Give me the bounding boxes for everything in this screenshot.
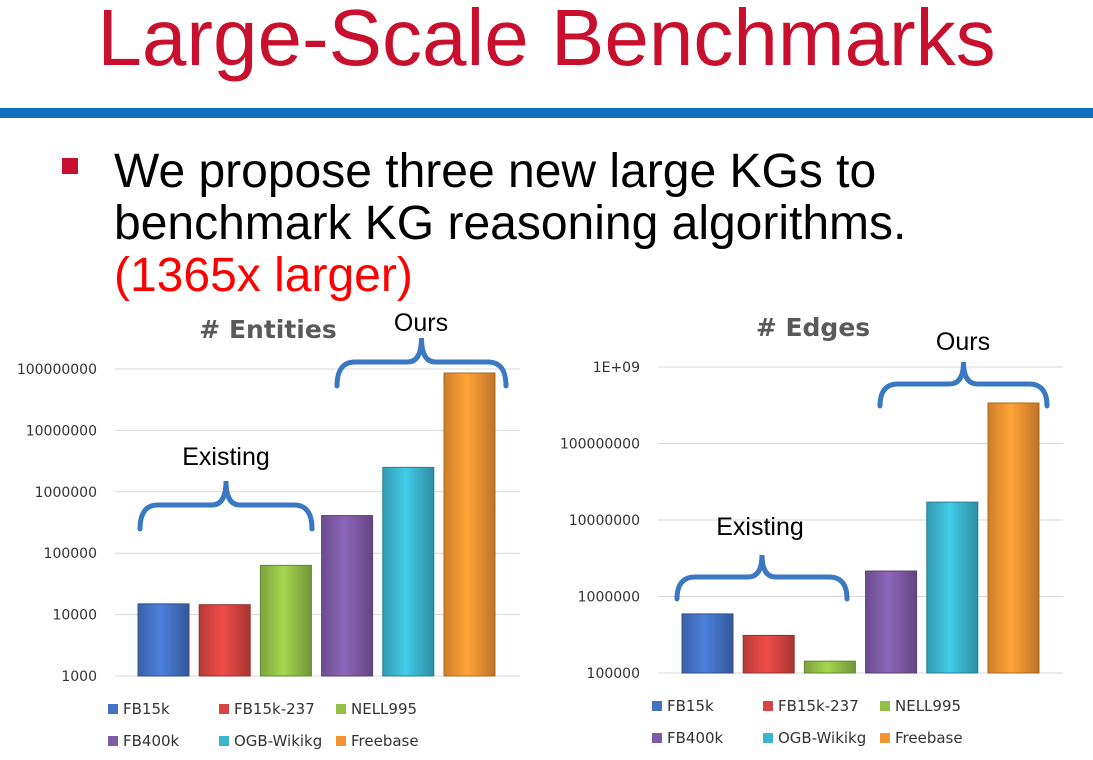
y-tick-label: 1000000 [35,485,97,501]
legend-item: Freebase [880,729,963,747]
y-tick-label: 10000000 [26,423,97,439]
legend-label: OGB-Wikikg [234,732,323,750]
legend-swatch [219,703,229,714]
legend-label: FB400k [123,732,180,750]
legend-item: FB400k [108,732,179,750]
y-tick-label: 1E+09 [593,360,640,376]
slide-title: Large-Scale Benchmarks [97,0,996,82]
legend-swatch [219,735,229,746]
y-tick-label: 10000000 [569,513,640,529]
legend-label: OGB-Wikikg [778,729,867,747]
legend-label: Freebase [895,729,963,747]
legend-item: FB15k-237 [763,697,859,715]
legend-item: Freebase [336,732,419,750]
chart-title: # Edges [756,313,870,342]
y-tick-label: 100000000 [560,437,640,453]
y-tick-label: 100000000 [17,362,97,378]
legend-swatch [763,732,773,743]
legend-item: FB15k [652,697,714,715]
legend-label: FB15k-237 [234,700,315,718]
legend-label: FB400k [667,729,724,747]
bar-fb15k-237 [742,634,795,674]
y-tick-label: 10000 [52,608,97,624]
ours-label: Ours [936,328,990,356]
ours-brace-left [334,337,509,389]
legend-swatch [108,735,118,746]
y-tick-label: 1000 [61,669,97,685]
legend-label: FB15k [667,697,714,715]
chart-title: # Entities [199,315,336,344]
title-divider [0,108,1093,118]
existing-label: Existing [182,443,270,471]
bar-nell995 [803,660,856,674]
bullet-text-line-2: benchmark KG reasoning algorithms. [114,197,907,250]
ours-brace-right [877,361,1050,409]
legend-label: NELL995 [895,697,962,715]
existing-brace-right [674,554,850,602]
bar-fb15k [681,613,734,674]
bar-fb400k [865,570,918,674]
bar-ogb-wikikg [382,466,435,677]
y-tick-label: 100000 [587,666,640,682]
bullet-text-line-1: We propose three new large KGs to [114,145,877,198]
legend-item: NELL995 [880,697,961,715]
bar-freebase [987,402,1040,674]
ours-label: Ours [394,309,448,337]
legend-label: FB15k [123,700,170,718]
legend-item: FB400k [652,729,723,747]
bullet-highlight: (1365x larger) [114,249,413,302]
existing-brace-left [137,480,315,532]
legend-swatch [336,703,346,714]
legend-swatch [880,732,890,743]
legend-swatch [108,703,118,714]
bullet-square-icon [62,158,78,174]
legend-item: FB15k [108,700,170,718]
legend-swatch [652,732,662,743]
legend-label: NELL995 [351,700,418,718]
bar-ogb-wikikg [926,501,979,674]
legend-item: FB15k-237 [219,700,315,718]
bar-fb15k-237 [198,604,251,677]
bar-nell995 [259,564,312,677]
legend-item: OGB-Wikikg [763,729,866,747]
legend-swatch [652,700,662,711]
y-tick-label: 1000000 [578,590,640,606]
legend-swatch [336,735,346,746]
legend-label: Freebase [351,732,419,750]
legend-swatch [880,700,890,711]
bar-fb15k [137,603,190,677]
legend-item: NELL995 [336,700,417,718]
bar-freebase [443,372,496,677]
legend-item: OGB-Wikikg [219,732,322,750]
bar-fb400k [321,515,374,677]
legend-swatch [763,700,773,711]
y-tick-label: 100000 [44,546,97,562]
legend-label: FB15k-237 [778,697,859,715]
existing-label: Existing [716,513,804,541]
